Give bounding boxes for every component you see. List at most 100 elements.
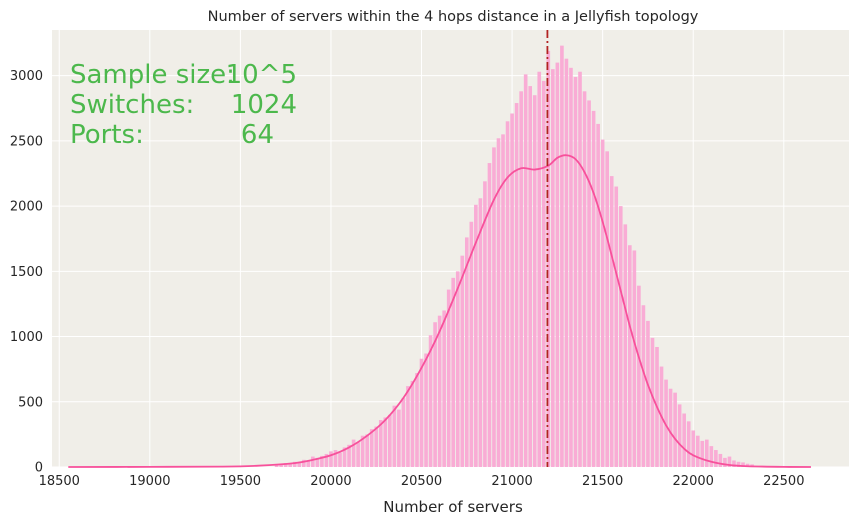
histogram-bar-78	[628, 245, 632, 467]
histogram-bar-12	[329, 451, 333, 467]
y-tick-labels: 0 500 1000 1500 2000 2500 3000	[10, 69, 43, 475]
histogram-bar-101	[732, 460, 736, 467]
histogram-bar-79	[632, 250, 637, 467]
histogram-bar-91	[686, 421, 691, 467]
histogram-bar-88	[673, 392, 677, 467]
annotation-value-ports: 64	[241, 120, 274, 150]
histogram-bar-4	[292, 461, 297, 467]
histogram-bar-68	[582, 91, 587, 467]
histogram-bar-14	[338, 452, 342, 467]
histogram-bar-46	[483, 181, 487, 467]
histogram-bar-72	[600, 139, 605, 468]
x-tick-label-5: 21000	[491, 474, 532, 489]
y-tick-label-2: 1000	[10, 330, 43, 345]
x-tick-label-6: 21500	[582, 474, 623, 489]
x-axis-label: Number of servers	[383, 498, 523, 516]
histogram-bar-58	[537, 71, 542, 467]
histogram-bar-22	[374, 426, 379, 467]
histogram-bar-60	[546, 50, 551, 467]
annotation-value-sample-size: 10^5	[226, 60, 297, 90]
x-tick-label-7: 22000	[673, 474, 714, 489]
x-tick-label-1: 19000	[129, 474, 170, 489]
x-tick-label-3: 20000	[310, 474, 351, 489]
y-tick-label-1: 500	[18, 395, 43, 410]
x-tick-label-0: 18500	[39, 474, 80, 489]
histogram-bar-80	[637, 285, 641, 467]
histogram-bar-13	[333, 450, 338, 467]
y-tick-label-3: 1500	[10, 265, 43, 280]
kde-curve	[68, 154, 811, 468]
histogram-bar-36	[437, 315, 442, 467]
histogram-bar-48	[492, 147, 496, 467]
annotation-label-switches: Switches:	[70, 90, 194, 120]
histogram-bar-50	[501, 134, 505, 467]
histogram-bar-81	[641, 305, 646, 467]
histogram-bar-57	[532, 95, 537, 467]
histogram-bar-0	[274, 464, 279, 467]
histogram-bar-98	[718, 453, 723, 467]
histogram-bar-44	[474, 204, 478, 468]
histogram-bar-52	[510, 113, 514, 467]
histogram-bar-90	[682, 413, 686, 467]
y-tick-label-5: 2500	[10, 134, 43, 149]
histogram-bar-28	[401, 397, 406, 467]
y-tick-label-0: 0	[35, 461, 43, 476]
histogram-bar-71	[596, 123, 600, 467]
histogram-bar-45	[478, 198, 483, 467]
histogram-bar-32	[419, 358, 424, 467]
histogram-bar-25	[388, 414, 392, 467]
histogram-bar-31	[415, 373, 419, 467]
histogram-bar-40	[455, 271, 460, 467]
histogram-bar-9	[315, 457, 320, 467]
histogram-bar-70	[591, 110, 596, 467]
histogram-bar-100	[727, 456, 732, 467]
histogram-bar-21	[369, 429, 374, 467]
x-tick-label-8: 22500	[763, 474, 804, 489]
histogram-bar-95	[704, 439, 709, 467]
histogram-bar-99	[723, 457, 727, 467]
histogram-bar-20	[365, 434, 369, 467]
histogram-bar-3	[288, 463, 293, 467]
histogram-bar-56	[528, 86, 533, 468]
histogram-bar-1	[279, 463, 283, 467]
histogram-bar-76	[618, 206, 623, 467]
histogram-bar-7	[306, 460, 311, 467]
histogram-bar-38	[446, 289, 451, 467]
histogram-bar-89	[677, 404, 682, 467]
histogram-bar-15	[342, 447, 347, 467]
histogram-bar-6	[301, 459, 306, 467]
x-tick-label-4: 20500	[401, 474, 442, 489]
histogram-bar-5	[297, 463, 302, 467]
chart-title: Number of servers within the 4 hops dist…	[208, 9, 699, 25]
y-tick-label-6: 3000	[10, 69, 43, 84]
histogram-bar-67	[578, 71, 582, 467]
y-tick-label-4: 2000	[10, 200, 43, 215]
histogram-bar-27	[397, 409, 401, 467]
histogram-bar-74	[609, 176, 614, 467]
histogram-bar-42	[464, 237, 469, 467]
histogram-bar-34	[428, 335, 433, 467]
histogram-bar-65	[569, 67, 573, 468]
histogram-bar-43	[469, 221, 474, 467]
histogram-bar-54	[519, 91, 523, 467]
histogram-bar-75	[614, 186, 619, 468]
histogram-bar-30	[410, 380, 415, 467]
histogram-bar-10	[320, 455, 324, 467]
histogram-bar-92	[691, 430, 696, 467]
histogram-bar-96	[709, 446, 714, 467]
histogram-bar-61	[551, 69, 555, 467]
histogram-bar-97	[714, 450, 718, 467]
histogram-bar-16	[347, 444, 351, 467]
histogram-bar-73	[605, 151, 609, 468]
histogram-bar-35	[433, 322, 437, 467]
histogram-bar-49	[496, 138, 501, 467]
histogram-bar-63	[560, 45, 564, 467]
x-tick-label-2: 19500	[220, 474, 261, 489]
annotation-block: Sample size: 10^5 Switches: 1024 Ports: …	[70, 60, 297, 150]
histogram-bar-2	[283, 463, 288, 467]
x-tick-labels: 18500 19000 19500 20000 20500 21000 21500 22000…	[39, 474, 805, 489]
histogram-bar-103	[741, 462, 745, 467]
histogram-bar-17	[351, 439, 356, 467]
annotation-label-ports: Ports:	[70, 120, 144, 150]
